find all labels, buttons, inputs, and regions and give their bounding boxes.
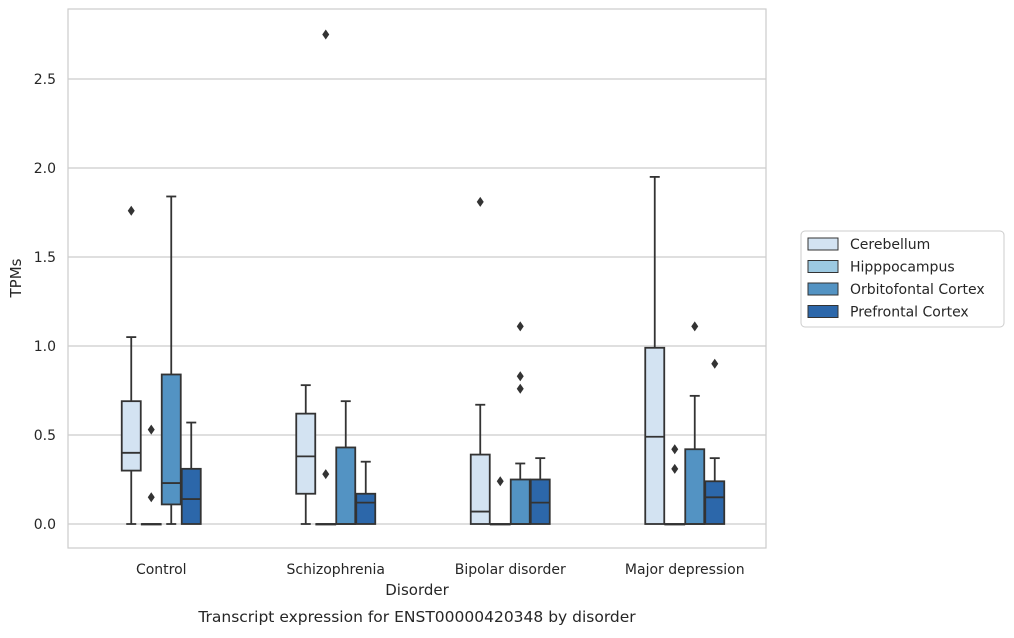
outlier-marker <box>516 383 524 394</box>
outlier-marker <box>691 321 699 332</box>
outlier-marker <box>147 492 155 503</box>
outlier-marker <box>147 424 155 435</box>
legend-frame <box>800 230 1005 328</box>
outlier-marker <box>671 463 679 474</box>
box-prefrontal-cortex <box>180 421 202 525</box>
y-tick-label: 1.0 <box>34 339 56 355</box>
box-cerebellum <box>469 196 491 525</box>
legend-swatch <box>807 237 839 251</box>
x-tick-labels: Control Schizophrenia Bipolar disorder Majo… <box>136 562 745 578</box>
y-tick-labels: 0.0 0.5 1.0 1.5 2.0 2.5 <box>34 72 56 533</box>
box-hipppocampus <box>140 424 162 526</box>
x-tick-label: Major depression <box>625 562 745 578</box>
box-orbitofontal-cortex <box>335 400 357 525</box>
box-prefrontal-cortex <box>704 358 726 525</box>
outlier-marker <box>322 469 330 480</box>
y-tick-label: 2.0 <box>34 161 56 177</box>
outlier-marker <box>671 444 679 455</box>
legend-label: Hipppocampus <box>850 260 955 276</box>
x-tick-label: Bipolar disorder <box>455 562 566 578</box>
legend-label: Prefrontal Cortex <box>850 305 969 321</box>
legend: Cerebellum Hipppocampus Orbitofontal Corte… <box>800 230 1005 328</box>
x-axis-title: Disorder <box>385 581 449 599</box>
x-tick-label: Control <box>136 562 187 578</box>
y-tick-label: 0.5 <box>34 428 56 444</box>
y-tick-label: 2.5 <box>34 72 56 88</box>
box-iqr <box>335 446 357 525</box>
box-hipppocampus <box>489 476 511 526</box>
legend-swatch <box>807 260 839 273</box>
box-iqr <box>469 453 491 525</box>
box-prefrontal-cortex <box>529 457 551 525</box>
box-orbitofontal-cortex <box>160 195 182 525</box>
box-iqr <box>160 373 182 506</box>
box-cerebellum <box>120 205 142 525</box>
box-cerebellum <box>644 175 666 525</box>
box-iqr <box>684 448 706 525</box>
outlier-marker <box>127 205 135 216</box>
legend-swatch <box>807 282 839 296</box>
box-iqr <box>180 467 202 525</box>
outlier-marker <box>496 476 504 487</box>
y-tick-label: 0.0 <box>34 517 56 533</box>
box-iqr <box>120 400 142 472</box>
box-iqr <box>295 412 317 495</box>
box-cerebellum <box>295 384 317 525</box>
box-orbitofontal-cortex <box>509 321 531 525</box>
box-iqr <box>355 492 377 525</box>
box-iqr <box>704 480 726 525</box>
boxes-layer <box>120 29 726 526</box>
box-orbitofontal-cortex <box>684 321 706 525</box>
outlier-marker <box>322 29 330 40</box>
y-axis-title: TPMs <box>7 258 25 298</box>
outlier-marker <box>476 196 484 207</box>
legend-swatch <box>807 305 839 318</box>
box-hipppocampus <box>664 444 686 526</box>
box-hipppocampus <box>315 29 337 526</box>
y-tick-label: 1.5 <box>34 250 56 266</box>
chart-caption: Transcript expression for ENST0000042034… <box>197 608 636 626</box>
box-prefrontal-cortex <box>355 460 377 525</box>
legend-label: Orbitofontal Cortex <box>850 282 985 298</box>
outlier-marker <box>516 321 524 332</box>
box-iqr <box>509 478 531 525</box>
legend-label: Cerebellum <box>850 237 930 253</box>
outlier-marker <box>711 358 719 369</box>
x-tick-label: Schizophrenia <box>287 562 385 578</box>
outlier-marker <box>516 371 524 382</box>
